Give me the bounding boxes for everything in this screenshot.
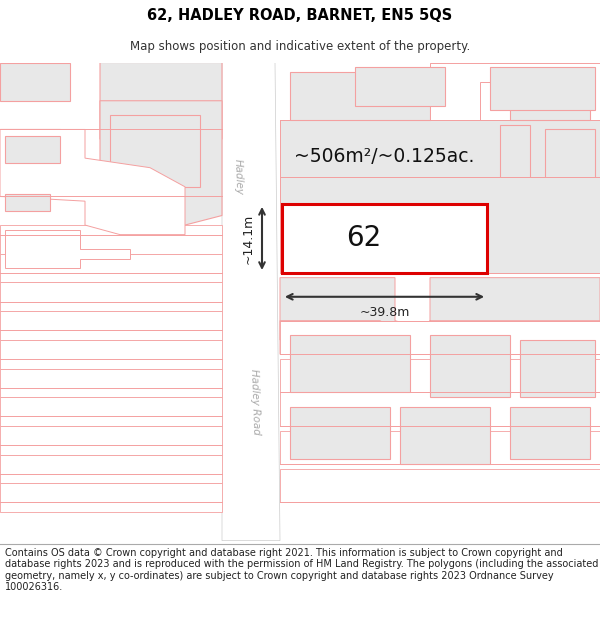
Bar [510,72,590,120]
Text: Hadley: Hadley [232,159,244,196]
Polygon shape [280,431,600,464]
Polygon shape [280,469,600,502]
Polygon shape [430,62,600,120]
Polygon shape [0,454,222,483]
Polygon shape [280,177,600,273]
Text: 62, HADLEY ROAD, BARNET, EN5 5QS: 62, HADLEY ROAD, BARNET, EN5 5QS [148,8,452,23]
Bar [5,194,50,211]
Text: ~14.1m: ~14.1m [241,213,254,264]
Bar [290,335,410,392]
Bar [545,129,595,187]
Polygon shape [0,129,185,234]
Polygon shape [280,321,395,340]
Polygon shape [0,426,222,454]
Bar [355,68,445,106]
Polygon shape [0,129,60,196]
Text: Map shows position and indicative extent of the property.: Map shows position and indicative extent… [130,41,470,53]
Polygon shape [280,359,600,392]
Text: ~39.8m: ~39.8m [359,306,410,319]
Bar [110,115,200,187]
Bar [400,407,490,464]
Text: 62: 62 [346,224,382,253]
Polygon shape [280,392,600,426]
Polygon shape [0,282,222,311]
Polygon shape [100,62,222,158]
Text: Hadley Road: Hadley Road [249,369,261,435]
Polygon shape [100,101,222,225]
Polygon shape [0,225,222,254]
Text: ~506m²/~0.125ac.: ~506m²/~0.125ac. [295,147,475,166]
Polygon shape [5,230,130,268]
Bar [510,407,590,459]
Polygon shape [0,340,222,369]
Bar [500,124,530,196]
Polygon shape [222,62,280,541]
Bar [5,139,55,187]
Polygon shape [0,311,222,340]
Polygon shape [0,369,222,398]
Polygon shape [0,254,222,282]
Text: Contains OS data © Crown copyright and database right 2021. This information is : Contains OS data © Crown copyright and d… [5,548,598,592]
Bar [290,407,390,459]
Bar [430,335,510,398]
Polygon shape [280,278,600,354]
Polygon shape [280,120,600,177]
Polygon shape [0,483,222,512]
Polygon shape [280,321,600,354]
Polygon shape [0,398,222,426]
Bar [520,340,595,398]
Bar [5,136,60,163]
Bar [490,68,595,110]
Polygon shape [0,62,70,101]
Bar [290,72,430,120]
Bar [282,204,487,273]
